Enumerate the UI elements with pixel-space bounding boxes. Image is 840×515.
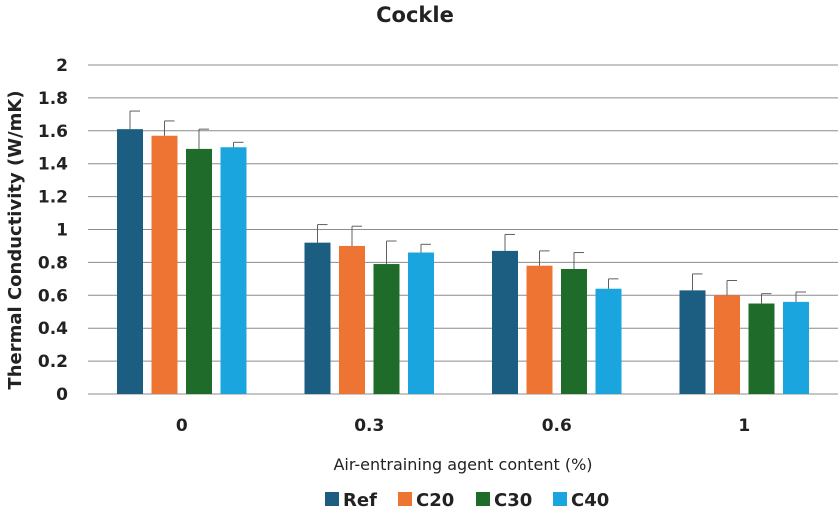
bar-c20-3 — [714, 295, 740, 394]
legend-label-c30: C30 — [494, 490, 532, 511]
x-tick-labels: 0 0.3 0.6 1 — [176, 416, 750, 436]
y-tick-label: 1.4 — [38, 155, 68, 175]
y-tick-label: 0.6 — [38, 286, 68, 306]
x-tick-label: 0 — [176, 416, 188, 436]
bar-c20-0 — [151, 135, 178, 395]
y-tick-label: 1 — [56, 221, 68, 241]
bar-c30-0 — [186, 148, 212, 394]
legend-label-c40: C40 — [571, 490, 609, 511]
bar-c30-2 — [561, 268, 587, 394]
bar-c40-3 — [783, 301, 809, 394]
legend-swatch-c20 — [398, 492, 412, 506]
bar-ref-3 — [679, 290, 706, 394]
y-tick-label: 1.2 — [38, 188, 68, 208]
bar-c40-0 — [220, 147, 247, 394]
legend-label-c20: C20 — [416, 490, 454, 511]
y-axis-label: Thermal Conductivity (W/mK) — [5, 90, 26, 389]
y-tick-label: 0.8 — [38, 253, 68, 273]
bar-ref-2 — [492, 250, 518, 394]
bar-c30-3 — [748, 303, 775, 394]
bar-ref-0 — [117, 129, 143, 394]
legend-swatch-c40 — [553, 492, 567, 506]
bar-ref-1 — [304, 242, 331, 394]
bars — [117, 129, 809, 395]
bar-c30-1 — [373, 264, 400, 394]
y-tick-label: 2 — [56, 56, 68, 76]
y-tick-label: 1.6 — [38, 122, 68, 142]
x-axis-label: Air-entraining agent content (%) — [333, 455, 592, 474]
bar-c20-1 — [339, 245, 365, 394]
bar-c20-2 — [526, 265, 553, 394]
error-bars — [129, 110, 806, 304]
legend-label-ref: Ref — [343, 490, 377, 511]
bar-c40-1 — [408, 252, 434, 394]
y-tick-labels: 0 0.2 0.4 0.6 0.8 1 1.2 1.4 1.6 1.8 2 — [38, 56, 68, 405]
y-tick-label: 0 — [56, 385, 68, 405]
y-tick-label: 0.2 — [38, 352, 68, 372]
legend-swatch-c30 — [476, 492, 490, 506]
x-tick-label: 1 — [738, 416, 750, 436]
y-tick-label: 0.4 — [38, 319, 68, 339]
legend-swatch-ref — [325, 492, 339, 506]
chart-title: Cockle — [376, 3, 454, 27]
y-tick-label: 1.8 — [38, 89, 68, 109]
bar-c40-2 — [595, 288, 622, 394]
x-tick-label: 0.3 — [354, 416, 384, 436]
x-tick-label: 0.6 — [542, 416, 572, 436]
grid-layer — [88, 64, 838, 395]
legend: Ref C20 C30 C40 — [325, 490, 609, 511]
